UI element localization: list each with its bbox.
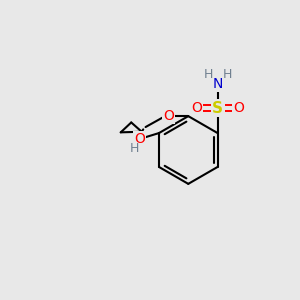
Text: S: S [212, 100, 223, 116]
Text: H: H [222, 68, 232, 81]
Text: O: O [191, 101, 202, 115]
Text: O: O [134, 132, 145, 146]
Text: N: N [212, 76, 223, 91]
Text: O: O [233, 101, 244, 115]
Text: O: O [163, 109, 174, 123]
Text: H: H [203, 68, 213, 81]
Text: H: H [130, 142, 139, 155]
